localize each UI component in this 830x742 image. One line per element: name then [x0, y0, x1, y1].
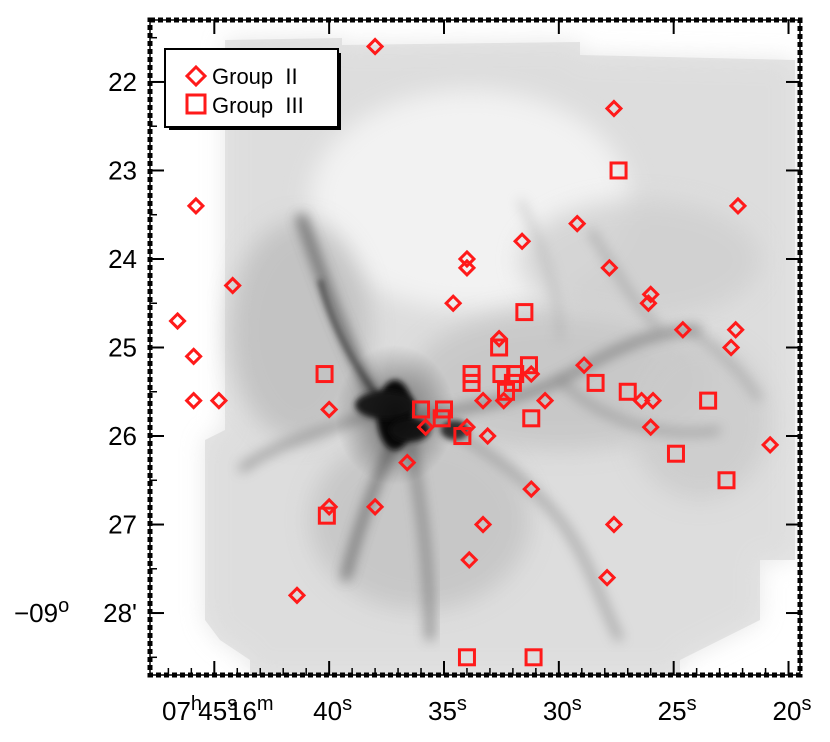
x-tick-label: 30s — [543, 693, 582, 726]
group-ii-point — [460, 550, 479, 570]
legend-box-shadow-bottom — [169, 127, 341, 130]
group-ii-point — [457, 418, 477, 437]
group-ii-point — [473, 391, 493, 410]
y-degrees-label: −09o — [14, 595, 69, 628]
group-iii-point — [490, 338, 509, 357]
group-ii-point — [604, 99, 624, 118]
y-tick-label: 23 — [108, 155, 137, 185]
group-iii-point — [462, 373, 481, 392]
group-ii-point — [512, 232, 532, 251]
nebula-background-image — [205, 38, 795, 675]
group-ii-point — [457, 249, 477, 269]
data-markers — [168, 37, 780, 667]
group-iii-point — [522, 409, 541, 428]
group-ii-point — [473, 515, 493, 534]
group-ii-point — [568, 214, 587, 233]
group-ii-point — [761, 435, 780, 454]
group-iii-point — [699, 391, 718, 410]
group-iii-point — [519, 356, 538, 375]
group-ii-point — [287, 586, 307, 605]
group-ii-point — [365, 497, 385, 516]
x-tick-label: 20s — [773, 693, 812, 726]
group-ii-point — [209, 391, 229, 410]
group-iii-point — [515, 303, 534, 322]
group-ii-point — [604, 515, 624, 534]
group-iii-point — [618, 382, 637, 401]
group-iii-point — [457, 648, 476, 667]
group-ii-point — [632, 391, 651, 410]
legend: Group II Group III — [164, 48, 341, 130]
group-ii-point — [673, 320, 692, 339]
group-iii-point — [412, 400, 431, 419]
group-ii-point — [641, 418, 660, 437]
legend-label-group-iii: Group III — [212, 93, 304, 118]
legend-label-group-ii: Group II — [212, 64, 298, 89]
y-tick-label: 24 — [108, 244, 137, 274]
group-ii-point — [600, 258, 619, 277]
group-ii-point — [726, 320, 745, 339]
group-ii-point — [574, 356, 594, 375]
group-ii-point — [639, 294, 658, 313]
x-minutes-label: 16m — [228, 693, 274, 726]
group-iii-point — [717, 471, 736, 490]
group-ii-point — [728, 196, 748, 215]
x-hours-label: 07h — [162, 693, 202, 726]
group-ii-point — [522, 480, 541, 499]
group-ii-point — [184, 347, 203, 366]
group-ii-point — [320, 497, 339, 516]
group-iii-point — [497, 382, 516, 401]
y-tick-label: 26 — [108, 421, 137, 451]
y-tick-label: 25 — [108, 333, 137, 363]
group-iii-point — [666, 444, 685, 463]
legend-square-icon — [185, 93, 207, 115]
group-ii-point — [535, 391, 555, 410]
group-iii-point — [315, 365, 334, 384]
group-ii-point — [223, 276, 242, 295]
group-ii-point — [478, 426, 497, 446]
y-tick-label: 28' — [103, 598, 137, 628]
x-tick-label: 40s — [313, 693, 352, 726]
y-tick-label: 22 — [108, 67, 137, 97]
y-tick-label: 27 — [108, 510, 137, 540]
group-ii-point — [398, 453, 417, 472]
group-ii-point — [597, 568, 617, 587]
group-iii-point — [609, 161, 628, 180]
group-iii-point — [432, 409, 451, 428]
group-iii-point — [524, 648, 543, 667]
group-ii-point — [457, 258, 477, 277]
x-tick-label: 45s — [198, 693, 237, 726]
group-iii-point — [586, 373, 605, 392]
group-iii-point — [453, 427, 472, 446]
group-ii-point — [489, 329, 509, 348]
group-ii-point — [416, 418, 435, 437]
group-ii-point — [186, 196, 206, 215]
group-ii-point — [643, 391, 663, 410]
legend-diamond-icon — [184, 64, 208, 88]
legend-box-shadow-right — [338, 53, 341, 129]
group-ii-point — [184, 391, 203, 410]
group-ii-point — [365, 37, 385, 56]
group-ii-point — [721, 338, 741, 357]
group-ii-point — [641, 285, 660, 304]
group-ii-point — [168, 311, 187, 331]
axes: 45s 40s 35s 30s 25s 20s 07h 16m 22 23 24 25 26 27 28' −… — [14, 20, 811, 726]
group-iii-point — [317, 506, 336, 525]
x-tick-label: 35s — [428, 693, 467, 726]
group-ii-point — [444, 294, 463, 313]
x-tick-label: 25s — [658, 693, 697, 726]
group-ii-point — [320, 400, 339, 419]
